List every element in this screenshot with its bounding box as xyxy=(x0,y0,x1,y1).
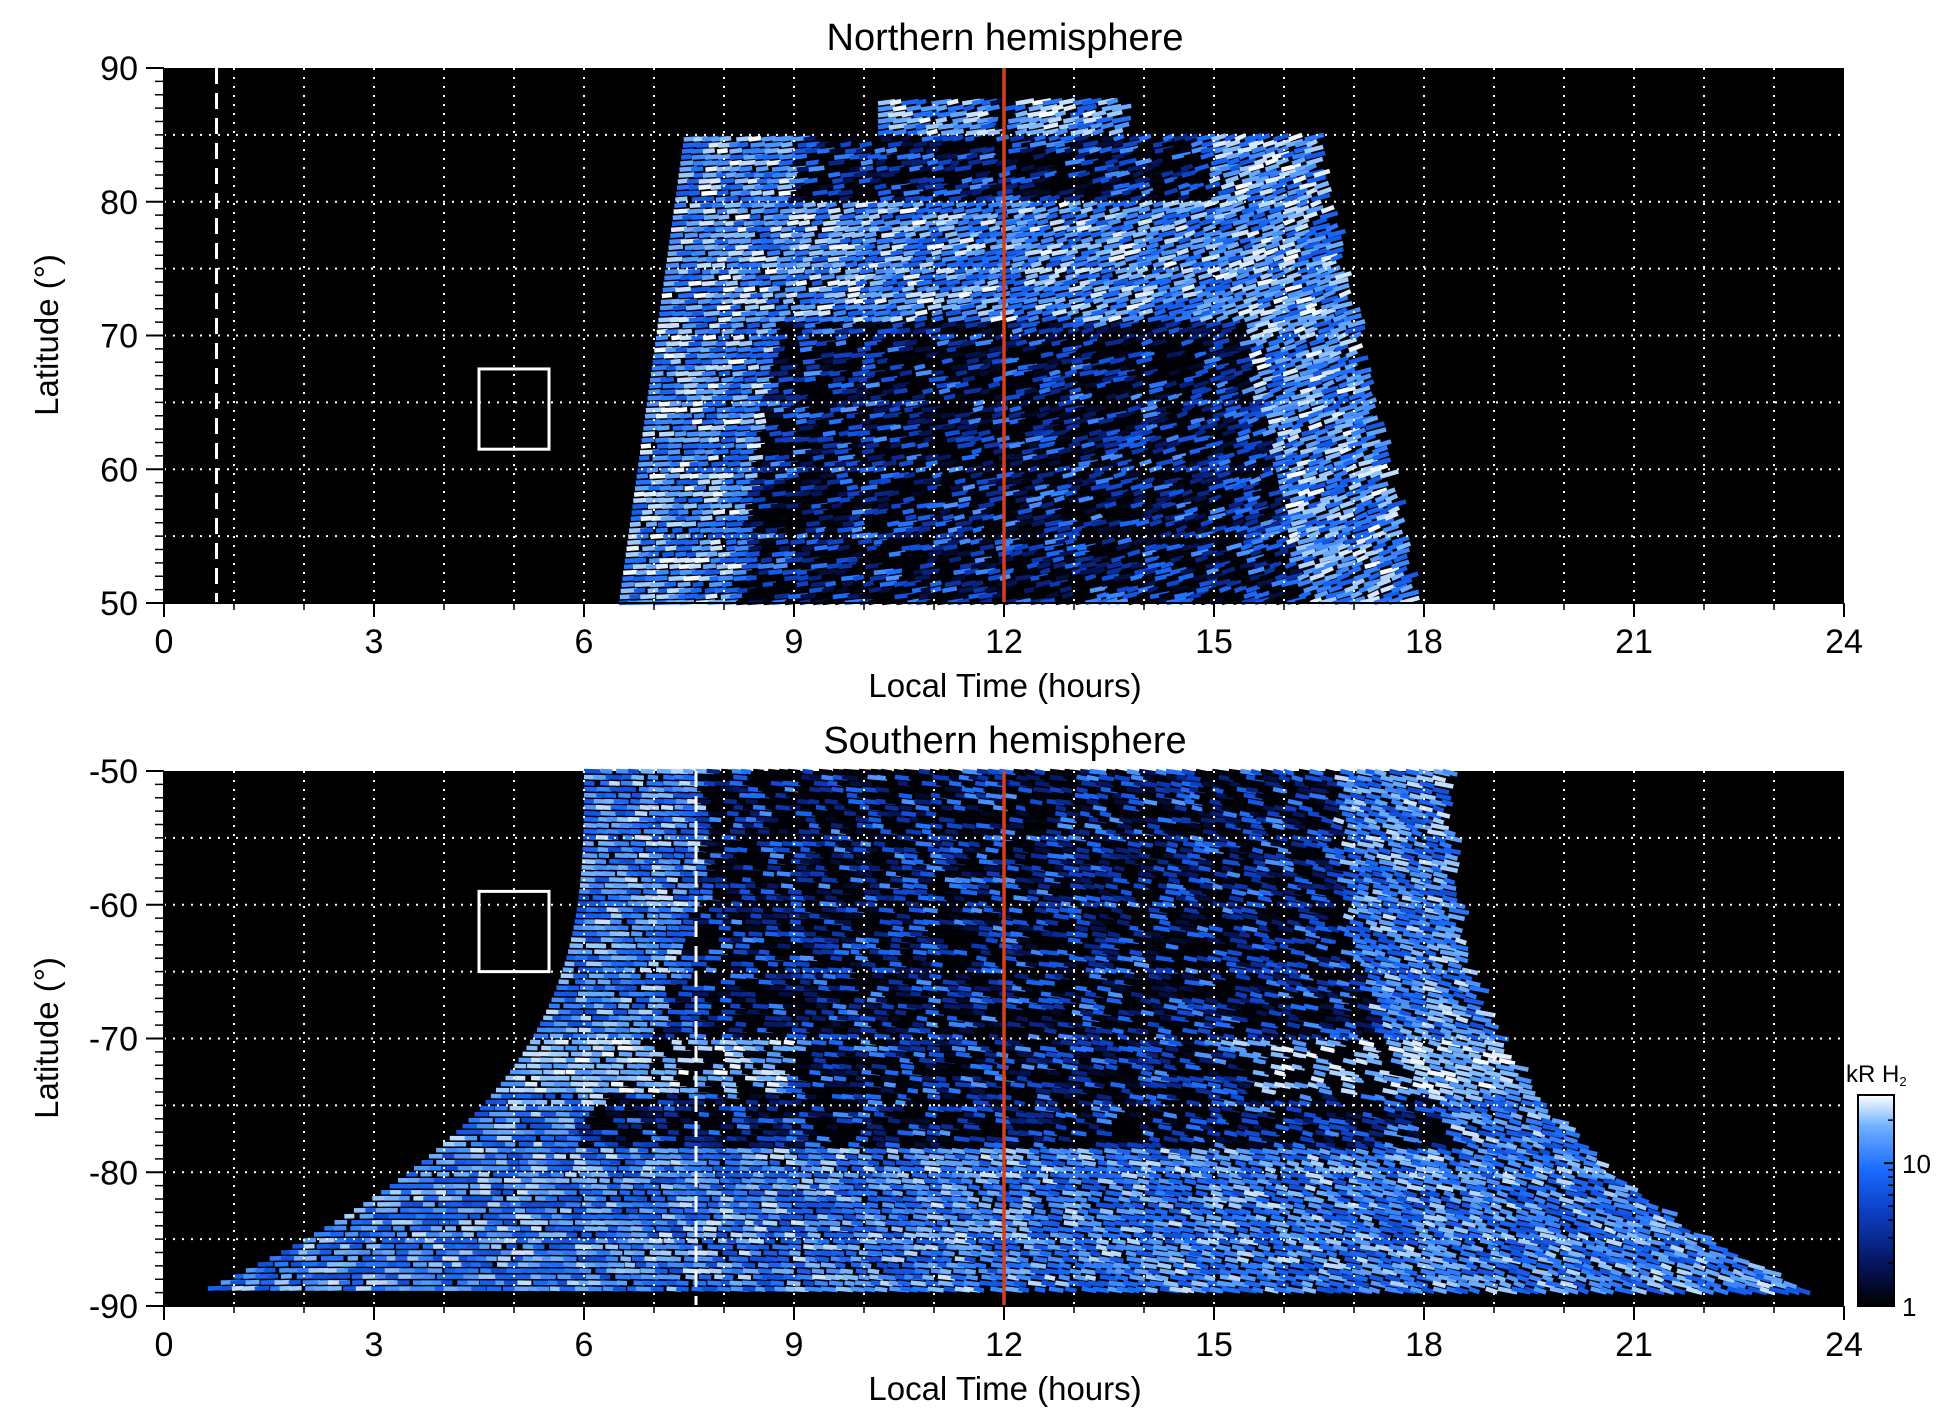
x-tick-label: 12 xyxy=(985,1326,1023,1364)
x-tick-label: 3 xyxy=(365,623,384,661)
y-tick-label: 80 xyxy=(100,184,138,222)
north-overlays xyxy=(215,68,1006,603)
y-tick-label: -90 xyxy=(89,1288,138,1326)
x-tick-label: 3 xyxy=(365,1326,384,1364)
x-tick-label: 9 xyxy=(785,623,804,661)
north-emission-map xyxy=(618,97,1420,606)
north-xlabel: Local Time (hours) xyxy=(868,667,1141,704)
south-xlabel: Local Time (hours) xyxy=(868,1370,1141,1407)
south-emission-map xyxy=(207,768,1811,1296)
south-ylabel: Latitude (°) xyxy=(28,957,65,1119)
x-tick-label: 6 xyxy=(575,1326,594,1364)
y-tick-label: -50 xyxy=(89,753,138,791)
background-box xyxy=(477,889,551,974)
x-tick-label: 15 xyxy=(1195,1326,1233,1364)
colorbar-label: kR H2 xyxy=(1846,1061,1907,1089)
south-panel: Southern hemisphere 0 3 6 9 12 15 18 21 24 -90 -80… xyxy=(28,720,1863,1407)
x-tick-label: 15 xyxy=(1195,623,1233,661)
colorbar-tick-label: 1 xyxy=(1902,1292,1916,1322)
colorbar-label-sub: 2 xyxy=(1899,1074,1906,1089)
north-grid xyxy=(164,68,1844,603)
y-tick-label: 70 xyxy=(100,318,138,356)
south-grid xyxy=(164,771,1844,1306)
x-tick-label: 0 xyxy=(155,623,174,661)
colorbar-tick-label: 10 xyxy=(1902,1149,1931,1179)
x-tick-label: 9 xyxy=(785,1326,804,1364)
x-tick-label: 6 xyxy=(575,623,594,661)
x-tick-label: 24 xyxy=(1825,1326,1863,1364)
colorbar-gradient xyxy=(1857,1094,1895,1307)
x-tick-label: 18 xyxy=(1405,623,1443,661)
x-tick-label: 24 xyxy=(1825,623,1863,661)
south-title: Southern hemisphere xyxy=(823,720,1186,762)
background-box xyxy=(477,367,551,451)
north-title: Northern hemisphere xyxy=(827,17,1184,59)
x-tick-label: 0 xyxy=(155,1326,174,1364)
x-tick-label: 21 xyxy=(1615,1326,1653,1364)
south-overlays xyxy=(477,771,1006,1306)
y-tick-label: -60 xyxy=(89,887,138,925)
y-tick-label: -80 xyxy=(89,1154,138,1192)
colorbar: kR H2 1 10 xyxy=(1846,1061,1931,1322)
colorbar-label-main: kR H xyxy=(1846,1061,1899,1088)
north-axes: 0 3 6 9 12 15 18 21 24 50 60 70 80 90 xyxy=(100,50,1863,661)
north-ylabel: Latitude (°) xyxy=(28,254,65,416)
colorbar-ticks: 1 10 xyxy=(1884,1119,1931,1322)
y-tick-label: 50 xyxy=(100,585,138,623)
south-axes: 0 3 6 9 12 15 18 21 24 -90 -80 -70 -60 -50 xyxy=(89,753,1863,1364)
north-panel: Northern hemisphere 0 3 6 9 12 15 18 21 24 50 60 70… xyxy=(28,17,1863,704)
x-tick-label: 21 xyxy=(1615,623,1653,661)
y-tick-label: 60 xyxy=(100,451,138,489)
y-tick-label: -70 xyxy=(89,1021,138,1059)
x-tick-label: 12 xyxy=(985,623,1023,661)
y-tick-label: 90 xyxy=(100,50,138,88)
x-tick-label: 18 xyxy=(1405,1326,1443,1364)
